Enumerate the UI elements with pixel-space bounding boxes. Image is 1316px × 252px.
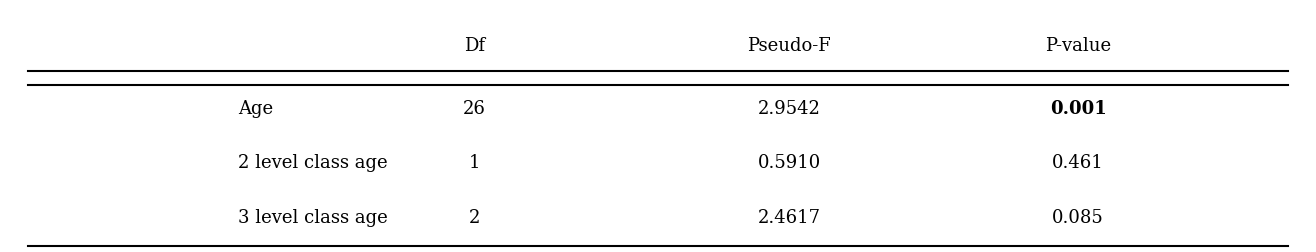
Text: Df: Df	[463, 37, 484, 55]
Text: 0.5910: 0.5910	[758, 154, 821, 172]
Text: 26: 26	[463, 100, 486, 117]
Text: P-value: P-value	[1045, 37, 1111, 55]
Text: 2: 2	[468, 209, 480, 227]
Text: 2.9542: 2.9542	[758, 100, 821, 117]
Text: 0.461: 0.461	[1053, 154, 1104, 172]
Text: 1: 1	[468, 154, 480, 172]
Text: Pseudo-F: Pseudo-F	[747, 37, 832, 55]
Text: 0.001: 0.001	[1050, 100, 1107, 117]
Text: 0.085: 0.085	[1053, 209, 1104, 227]
Text: Age: Age	[238, 100, 272, 117]
Text: 2.4617: 2.4617	[758, 209, 821, 227]
Text: 3 level class age: 3 level class age	[238, 209, 387, 227]
Text: 2 level class age: 2 level class age	[238, 154, 387, 172]
